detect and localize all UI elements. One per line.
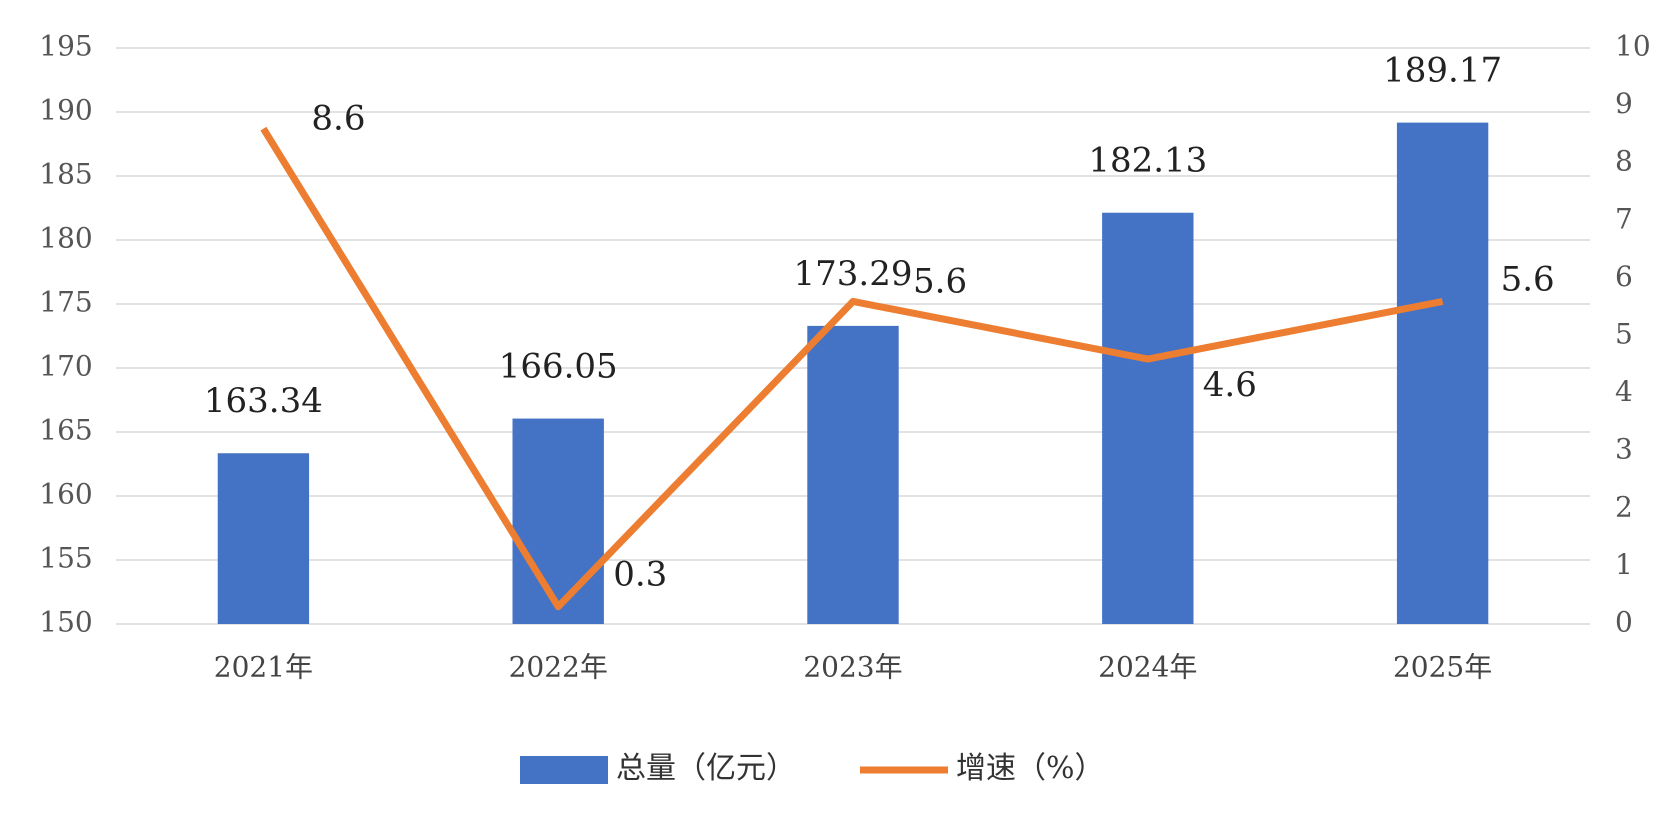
y-tick-label: 155 — [39, 542, 92, 575]
x-tick-label: 2023年 — [803, 651, 902, 684]
bar — [807, 325, 899, 624]
data-label: 189.17 — [1383, 51, 1502, 91]
data-label: 5.6 — [1501, 259, 1555, 299]
bar — [217, 453, 310, 624]
legend-label: 增速（%） — [956, 751, 1105, 786]
x-tick-label: 2022年 — [509, 651, 608, 684]
y-tick-label: 175 — [39, 286, 92, 319]
y-tick-label: 185 — [39, 158, 92, 191]
y2-tick-label: 9 — [1615, 87, 1633, 120]
data-label: 0.3 — [613, 555, 667, 595]
data-label: 173.29 — [794, 254, 913, 294]
y2-tick-label: 0 — [1615, 606, 1633, 639]
y2-tick-label: 4 — [1615, 375, 1633, 408]
y2-tick-label: 7 — [1615, 202, 1633, 235]
line — [260, 126, 1444, 611]
bar — [512, 418, 604, 624]
y2-tick-label: 2 — [1615, 490, 1633, 523]
bar — [1102, 212, 1194, 624]
data-label: 163.34 — [204, 381, 323, 421]
y-tick-label: 170 — [39, 350, 92, 383]
y2-tick-label: 10 — [1615, 30, 1651, 63]
y-tick-label: 195 — [39, 30, 92, 63]
y-tick-label: 150 — [39, 606, 92, 639]
y2-tick-label: 6 — [1615, 260, 1633, 293]
y2-tick-label: 8 — [1615, 145, 1633, 178]
data-label: 8.6 — [311, 99, 365, 139]
legend-label: 总量（亿元） — [616, 751, 796, 786]
data-label: 5.6 — [913, 261, 967, 301]
legend-swatch — [520, 756, 608, 784]
bar — [1396, 122, 1489, 625]
x-tick-label: 2021年 — [214, 651, 313, 684]
x-tick-label: 2025年 — [1393, 651, 1492, 684]
y2-tick-label: 3 — [1615, 433, 1633, 466]
data-label: 166.05 — [499, 347, 618, 387]
data-label: 182.13 — [1088, 141, 1207, 181]
y2-tick-label: 5 — [1615, 318, 1633, 351]
x-tick-label: 2024年 — [1098, 651, 1197, 684]
y-tick-label: 165 — [39, 414, 92, 447]
y2-tick-label: 1 — [1615, 548, 1633, 581]
y-tick-label: 190 — [39, 94, 92, 127]
data-label: 4.6 — [1203, 365, 1257, 405]
y-tick-label: 160 — [39, 478, 92, 511]
y-tick-label: 180 — [39, 222, 92, 255]
